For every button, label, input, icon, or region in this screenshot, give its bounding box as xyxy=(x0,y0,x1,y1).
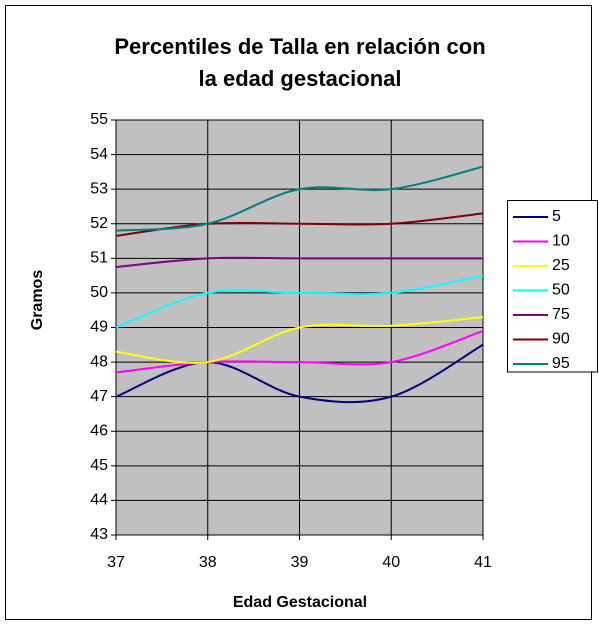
legend-label: 25 xyxy=(552,257,570,274)
y-tick-label: 47 xyxy=(90,388,108,405)
y-tick-label: 55 xyxy=(90,111,108,128)
y-tick-label: 54 xyxy=(90,146,108,163)
y-tick-label: 51 xyxy=(90,250,108,267)
y-tick-label: 45 xyxy=(90,457,108,474)
series-line xyxy=(115,165,484,232)
x-tick-label: 40 xyxy=(382,554,400,571)
y-tick-label: 48 xyxy=(90,353,108,370)
y-tick-label: 53 xyxy=(90,180,108,197)
legend-label: 75 xyxy=(552,306,570,323)
x-tick-label: 38 xyxy=(199,554,217,571)
legend-box xyxy=(507,200,598,373)
series-line xyxy=(115,274,484,329)
legend-label: 90 xyxy=(552,331,570,348)
x-tick-label: 37 xyxy=(107,554,125,571)
legend-label: 95 xyxy=(552,355,570,372)
legend-label: 50 xyxy=(552,282,570,299)
y-axis-title: Gramos xyxy=(29,270,46,331)
series-line xyxy=(115,212,484,237)
y-tick-label: 49 xyxy=(90,319,108,336)
y-tick-label: 44 xyxy=(90,492,108,509)
y-tick-label: 52 xyxy=(90,215,108,232)
x-tick-label: 39 xyxy=(291,554,309,571)
series-line xyxy=(115,316,484,364)
x-axis-title: Edad Gestacional xyxy=(233,594,367,611)
y-tick-label: 43 xyxy=(90,526,108,543)
series-line xyxy=(115,330,484,374)
x-tick-label: 41 xyxy=(474,554,492,571)
series-line xyxy=(115,256,483,268)
series-line xyxy=(115,343,484,404)
chart-title: la edad gestacional xyxy=(199,66,402,91)
y-tick-label: 46 xyxy=(90,422,108,439)
legend-label: 5 xyxy=(552,208,561,225)
y-tick-label: 50 xyxy=(90,284,108,301)
chart-title: Percentiles de Talla en relación con xyxy=(114,34,485,59)
legend-label: 10 xyxy=(552,233,570,250)
